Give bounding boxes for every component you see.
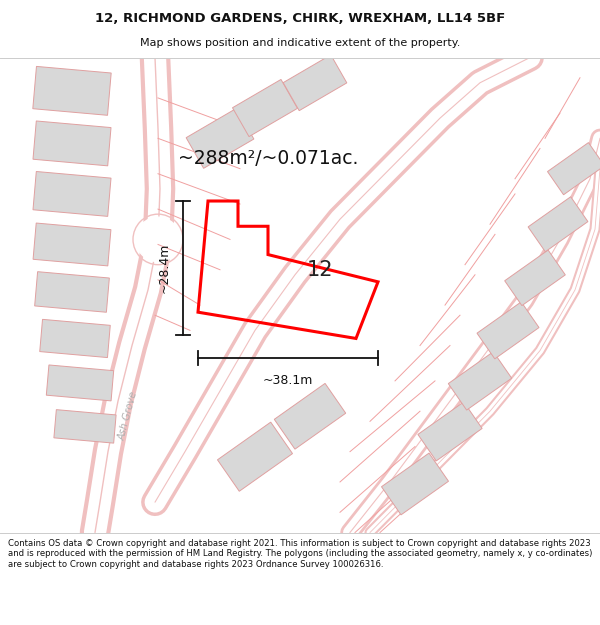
Polygon shape — [40, 319, 110, 357]
Polygon shape — [448, 352, 512, 410]
Polygon shape — [547, 142, 600, 195]
Polygon shape — [186, 108, 254, 168]
Text: ~288m²/~0.071ac.: ~288m²/~0.071ac. — [178, 149, 358, 168]
Polygon shape — [505, 250, 565, 306]
Polygon shape — [33, 121, 111, 166]
Polygon shape — [33, 171, 111, 216]
Polygon shape — [274, 383, 346, 449]
Polygon shape — [477, 302, 539, 359]
Polygon shape — [33, 223, 111, 266]
Text: ~38.1m: ~38.1m — [263, 374, 313, 387]
Polygon shape — [46, 365, 113, 401]
Polygon shape — [233, 79, 298, 137]
Circle shape — [136, 217, 180, 262]
Text: 12: 12 — [307, 260, 333, 280]
Polygon shape — [54, 409, 116, 443]
Text: Contains OS data © Crown copyright and database right 2021. This information is : Contains OS data © Crown copyright and d… — [8, 539, 592, 569]
Polygon shape — [528, 197, 588, 252]
Polygon shape — [217, 422, 293, 491]
Polygon shape — [418, 402, 482, 461]
Text: Ash Grove: Ash Grove — [116, 391, 139, 442]
Polygon shape — [33, 66, 111, 115]
Text: Map shows position and indicative extent of the property.: Map shows position and indicative extent… — [140, 38, 460, 48]
Polygon shape — [35, 272, 109, 312]
Text: ~28.4m: ~28.4m — [158, 243, 171, 293]
Polygon shape — [382, 453, 449, 515]
Polygon shape — [283, 55, 347, 111]
Text: 12, RICHMOND GARDENS, CHIRK, WREXHAM, LL14 5BF: 12, RICHMOND GARDENS, CHIRK, WREXHAM, LL… — [95, 12, 505, 25]
